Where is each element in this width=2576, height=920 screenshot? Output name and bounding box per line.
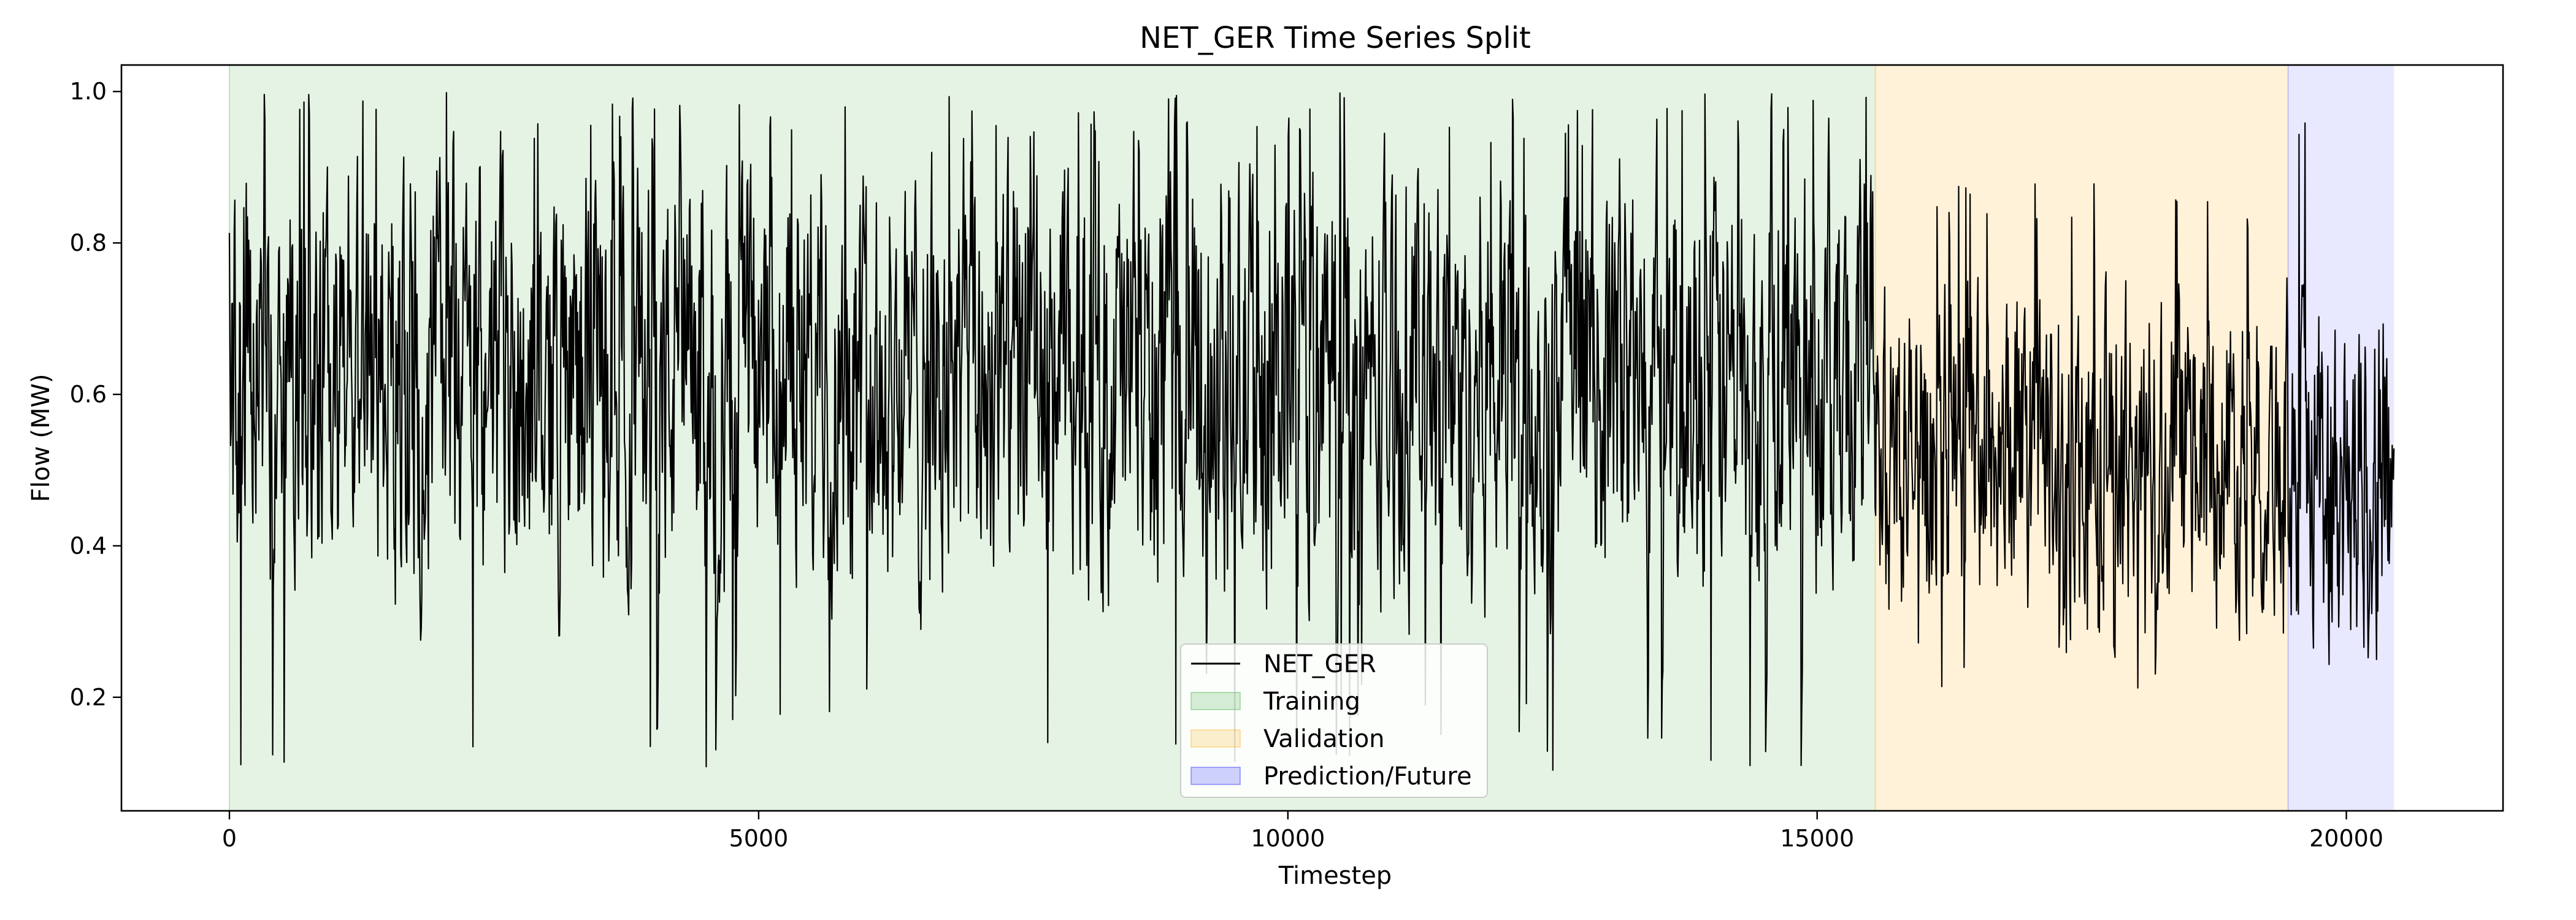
y-tick-label: 0.6 bbox=[70, 381, 107, 408]
legend-box bbox=[1180, 643, 1488, 798]
legend-label-net-ger: NET_GER bbox=[1263, 650, 1376, 678]
y-axis-label: Flow (MW) bbox=[27, 374, 55, 502]
x-tick-label: 15000 bbox=[1780, 825, 1854, 852]
legend-label-validation: Validation bbox=[1263, 725, 1385, 753]
x-tick-label: 5000 bbox=[729, 825, 789, 852]
chart-title: NET_GER Time Series Split bbox=[1140, 21, 1531, 55]
x-tick-label: 20000 bbox=[2309, 825, 2383, 852]
legend-swatch-prediction-future bbox=[1190, 767, 1241, 785]
legend-label-prediction-future: Prediction/Future bbox=[1263, 762, 1472, 791]
plot-frame bbox=[120, 64, 2504, 812]
legend-swatch-training bbox=[1190, 692, 1241, 710]
x-axis-label: Timestep bbox=[1278, 862, 1392, 890]
legend: NET_GER Training Validation Prediction/Futu… bbox=[1180, 643, 1488, 798]
legend-label-training: Training bbox=[1263, 688, 1360, 716]
y-tick-label: 1.0 bbox=[70, 78, 107, 105]
legend-swatch-validation bbox=[1190, 729, 1241, 748]
y-tick-label: 0.2 bbox=[70, 684, 107, 711]
x-tick-label: 0 bbox=[222, 825, 237, 852]
y-tick-label: 0.8 bbox=[70, 229, 107, 256]
series-line-net-ger bbox=[228, 92, 2395, 771]
x-tick-label: 10000 bbox=[1251, 825, 1325, 852]
y-tick-label: 0.4 bbox=[70, 532, 107, 559]
